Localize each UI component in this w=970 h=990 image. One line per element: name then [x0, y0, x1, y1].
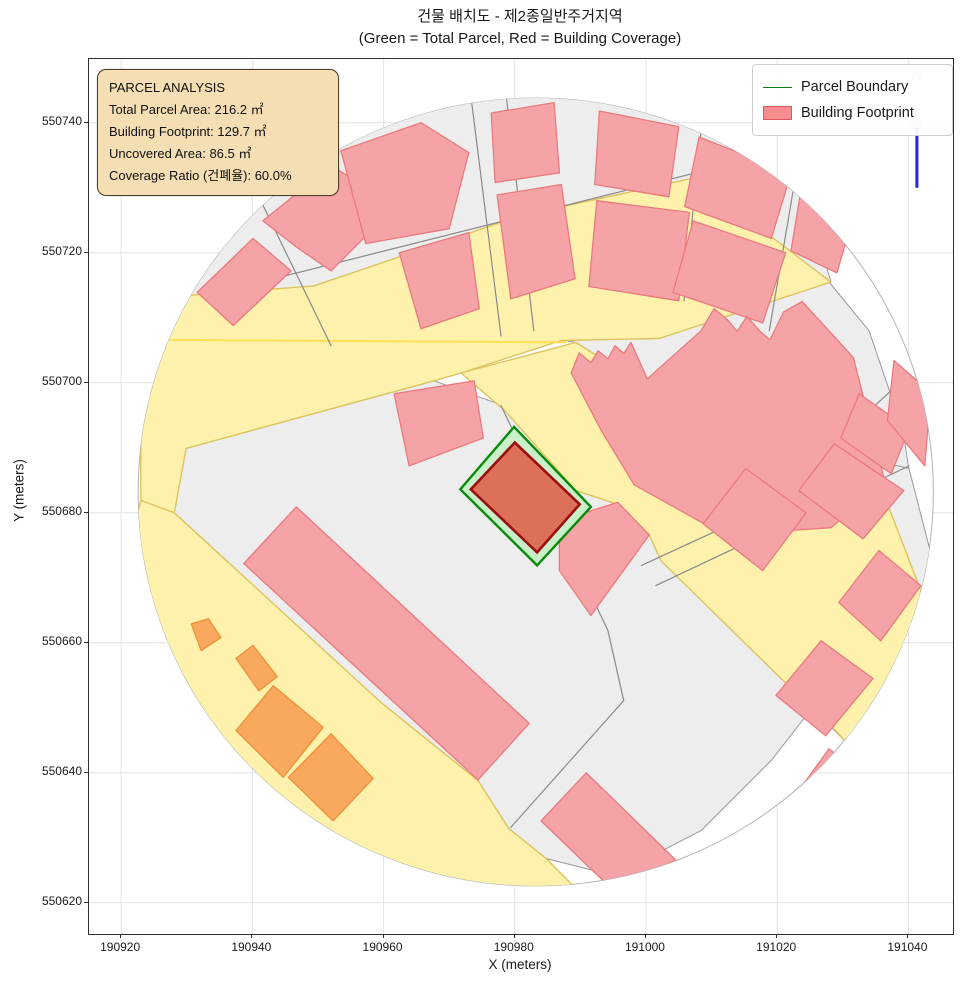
x-tick-label: 191040 — [887, 940, 928, 954]
x-tick-label: 191020 — [756, 940, 797, 954]
legend: Parcel Boundary Building Footprint — [752, 64, 953, 136]
legend-item: Parcel Boundary — [763, 74, 945, 100]
y-tick-label: 550660 — [41, 633, 82, 648]
parcel-analysis-box: PARCEL ANALYSIS Total Parcel Area: 216.2… — [97, 69, 339, 196]
legend-item: Building Footprint — [763, 100, 945, 126]
orange-buildings — [287, 733, 374, 822]
x-tick-label: 190960 — [362, 940, 403, 954]
y-tick-label: 550680 — [41, 503, 82, 518]
pink-buildings — [398, 231, 480, 330]
y-tick-label: 550620 — [41, 893, 82, 908]
chart-title-line2: (Green = Total Parcel, Red = Building Co… — [358, 30, 682, 47]
road-edge-lines — [470, 98, 502, 337]
x-tick-mark — [907, 934, 909, 938]
x-tick-label: 191000 — [624, 940, 665, 954]
road-centerlines-yellow — [152, 338, 567, 344]
central-building-footprint — [468, 440, 582, 555]
y-tick-mark — [84, 251, 88, 253]
legend-label: Parcel Boundary — [801, 79, 909, 95]
pink-buildings — [496, 183, 576, 300]
legend-line-swatch — [763, 86, 792, 88]
orange-buildings — [235, 685, 324, 778]
map-layers — [138, 98, 934, 886]
pink-buildings — [243, 506, 530, 781]
x-tick-label: 190940 — [231, 940, 272, 954]
parcel-analysis-line: Building Footprint: 129.7 ㎡ — [109, 124, 267, 139]
x-tick-mark — [120, 934, 122, 938]
yellow-roads — [138, 499, 577, 886]
parcel-analysis-title: PARCEL ANALYSIS — [109, 80, 226, 95]
pink-buildings — [340, 122, 470, 245]
y-tick-mark — [84, 511, 88, 513]
y-tick-label: 550640 — [41, 763, 82, 778]
pink-buildings — [570, 300, 886, 536]
pink-buildings — [594, 110, 680, 198]
orange-buildings — [190, 618, 222, 652]
legend-label: Building Footprint — [801, 105, 914, 121]
parcel-analysis-line: Uncovered Area: 86.5 ㎡ — [109, 146, 252, 161]
pink-buildings — [393, 380, 484, 467]
y-tick-label: 550740 — [41, 113, 82, 128]
pink-buildings — [672, 220, 787, 324]
pink-buildings — [490, 101, 561, 184]
chart-title-line1: 건물 배치도 - 제2종일반주거지역 — [417, 8, 623, 25]
x-tick-mark — [382, 934, 384, 938]
x-tick-mark — [513, 934, 515, 938]
x-tick-mark — [776, 934, 778, 938]
pink-buildings — [838, 549, 922, 642]
orange-buildings — [235, 644, 278, 692]
y-tick-mark — [84, 771, 88, 773]
chart-title: 건물 배치도 - 제2종일반주거지역 (Green = Total Parcel… — [88, 6, 952, 50]
parcel-analysis-line: Total Parcel Area: 216.2 ㎡ — [109, 102, 264, 117]
x-tick-label: 190920 — [100, 940, 141, 954]
pink-buildings — [196, 237, 292, 327]
y-tick-label: 550700 — [41, 373, 82, 388]
pink-buildings — [798, 443, 905, 540]
y-axis-label: Y (meters) — [11, 459, 27, 522]
pink-buildings — [775, 640, 874, 737]
pink-buildings — [588, 200, 690, 302]
x-tick-label: 190980 — [493, 940, 534, 954]
road-edge-lines — [205, 172, 697, 297]
x-axis-label: X (meters) — [488, 957, 552, 972]
x-tick-mark — [251, 934, 253, 938]
parcel-analysis-lines: Total Parcel Area: 216.2 ㎡ Building Footp… — [109, 99, 327, 187]
y-tick-label: 550720 — [41, 243, 82, 258]
pink-buildings — [702, 467, 807, 572]
legend-patch-swatch — [763, 106, 792, 120]
x-tick-mark — [644, 934, 646, 938]
parcel-analysis-line: Coverage Ratio (건폐율): 60.0% — [109, 168, 292, 183]
y-tick-mark — [84, 121, 88, 123]
y-tick-mark — [84, 901, 88, 903]
y-tick-mark — [84, 641, 88, 643]
pink-buildings — [558, 501, 650, 617]
y-tick-mark — [84, 381, 88, 383]
